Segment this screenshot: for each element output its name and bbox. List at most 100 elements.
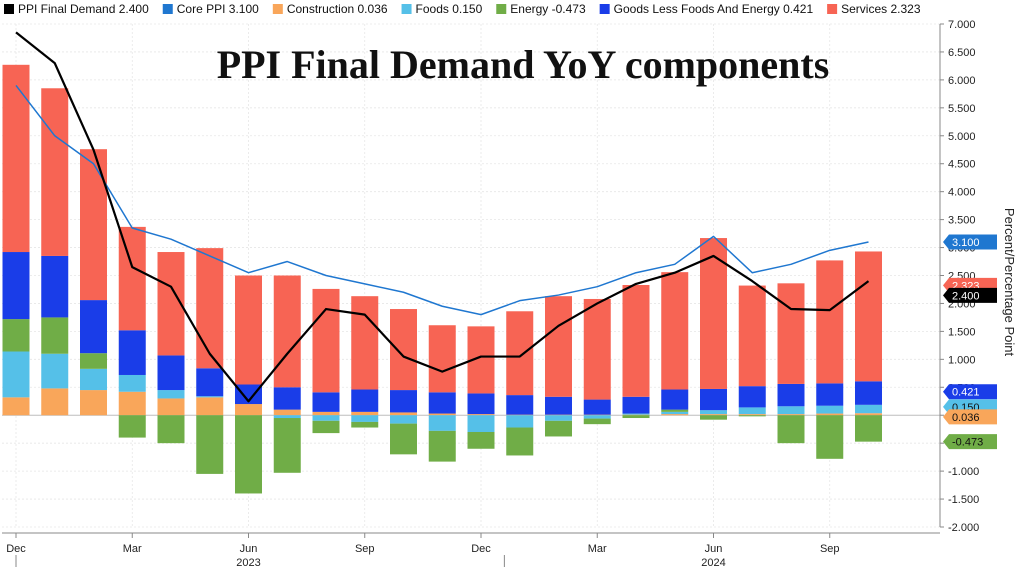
bar-construction: [80, 390, 107, 416]
x-tick-label: Mar: [123, 543, 142, 555]
bar-goods-less-foods-and-energy: [273, 387, 301, 410]
bar-energy: [816, 415, 844, 459]
bar-services: [80, 149, 107, 301]
value-badge-label: 0.036: [952, 412, 980, 424]
bar-services: [428, 325, 456, 393]
y-tick-label: 4.000: [948, 187, 976, 199]
bar-energy: [312, 420, 340, 434]
bar-goods-less-foods-and-energy: [506, 395, 534, 415]
bar-foods: [467, 415, 495, 432]
chart-title: PPI Final Demand YoY components: [217, 42, 830, 87]
bar-services: [273, 275, 301, 388]
y-tick-label: 7.000: [948, 19, 976, 31]
bar-energy: [41, 317, 69, 354]
bar-goods-less-foods-and-energy: [312, 392, 340, 412]
bar-construction: [235, 404, 262, 416]
bar-services: [118, 226, 146, 331]
bar-foods: [273, 415, 301, 419]
bar-construction: [118, 391, 146, 416]
legend-label: Goods Less Foods And Energy 0.421: [614, 2, 814, 16]
lines-layer: [15, 31, 870, 403]
bar-foods: [196, 396, 224, 398]
value-badge: 3.100: [943, 234, 997, 250]
x-year-label: 2024: [701, 557, 725, 567]
bar-foods: [80, 368, 107, 391]
bar-goods-less-foods-and-energy: [777, 383, 805, 407]
bar-foods: [622, 413, 650, 415]
bar-energy: [157, 415, 185, 444]
value-badge-label: 3.100: [952, 237, 980, 249]
bar-construction: [700, 414, 727, 416]
x-tick-label: Mar: [588, 543, 607, 555]
x-tick-label: Jun: [705, 543, 723, 555]
bar-energy: [2, 319, 30, 352]
y-tick-label: 1.500: [948, 326, 976, 338]
value-badge: 2.400: [943, 287, 997, 303]
bar-goods-less-foods-and-energy: [545, 396, 572, 415]
bar-energy: [855, 415, 882, 442]
bar-construction: [661, 414, 689, 416]
bar-goods-less-foods-and-energy: [661, 389, 689, 410]
bar-construction: [467, 414, 495, 416]
bar-services: [855, 251, 882, 382]
bar-goods-less-foods-and-energy: [157, 355, 185, 391]
bar-goods-less-foods-and-energy: [196, 368, 224, 397]
bar-goods-less-foods-and-energy: [738, 386, 766, 408]
bar-foods: [2, 351, 30, 398]
legend-label: Energy -0.473: [510, 2, 586, 16]
bar-goods-less-foods-and-energy: [816, 383, 844, 406]
bar-energy: [351, 421, 379, 428]
bar-construction: [777, 414, 805, 416]
bar-construction: [506, 414, 534, 416]
bar-foods: [545, 415, 572, 421]
bar-energy: [118, 415, 146, 438]
bar-construction: [738, 414, 766, 416]
bar-services: [351, 296, 379, 390]
bar-services: [506, 311, 534, 396]
value-badge-label: 0.421: [952, 387, 980, 399]
value-badge: 0.421: [943, 384, 997, 400]
bar-goods-less-foods-and-energy: [235, 384, 262, 405]
y-tick-label: 3.500: [948, 215, 976, 227]
bar-goods-less-foods-and-energy: [41, 255, 69, 318]
legend-swatch: [599, 4, 610, 14]
value-badge-shape: [943, 287, 997, 303]
line-core-ppi: [15, 85, 869, 316]
bar-construction: [390, 412, 417, 416]
y-tick-label: 5.500: [948, 103, 976, 115]
bar-construction: [41, 388, 69, 416]
bar-energy: [777, 415, 805, 444]
bar-construction: [351, 411, 379, 416]
legend-label: Services 2.323: [841, 2, 921, 16]
bar-services: [41, 88, 69, 256]
bar-energy: [467, 431, 495, 449]
bar-services: [390, 309, 417, 391]
value-badge-label: -0.473: [952, 437, 983, 449]
bar-foods: [816, 405, 844, 414]
y-tick-label: 6.500: [948, 47, 976, 59]
bar-foods: [700, 410, 727, 415]
bar-goods-less-foods-and-energy: [118, 330, 146, 375]
x-year-label: 2023: [236, 557, 260, 567]
value-badge-shape: [943, 384, 997, 400]
value-badge: -0.473: [943, 434, 997, 450]
y-tick-label: 5.000: [948, 131, 976, 143]
bar-foods: [428, 415, 456, 431]
y-tick-label: -1.500: [948, 494, 979, 506]
bar-construction: [816, 413, 844, 416]
bar-foods: [157, 390, 185, 399]
bar-goods-less-foods-and-energy: [622, 396, 650, 414]
bar-goods-less-foods-and-energy: [2, 252, 30, 320]
bar-construction: [622, 414, 650, 416]
legend-label: Core PPI 3.100: [177, 2, 259, 16]
value-badge-shape: [943, 409, 997, 425]
bar-services: [545, 296, 572, 397]
bar-foods: [390, 415, 417, 424]
bar-energy: [545, 420, 572, 437]
bar-goods-less-foods-and-energy: [467, 393, 495, 415]
bar-services: [661, 272, 689, 390]
bar-energy: [80, 353, 107, 369]
bar-services: [583, 298, 611, 400]
legend-label: PPI Final Demand 2.400: [18, 2, 149, 16]
